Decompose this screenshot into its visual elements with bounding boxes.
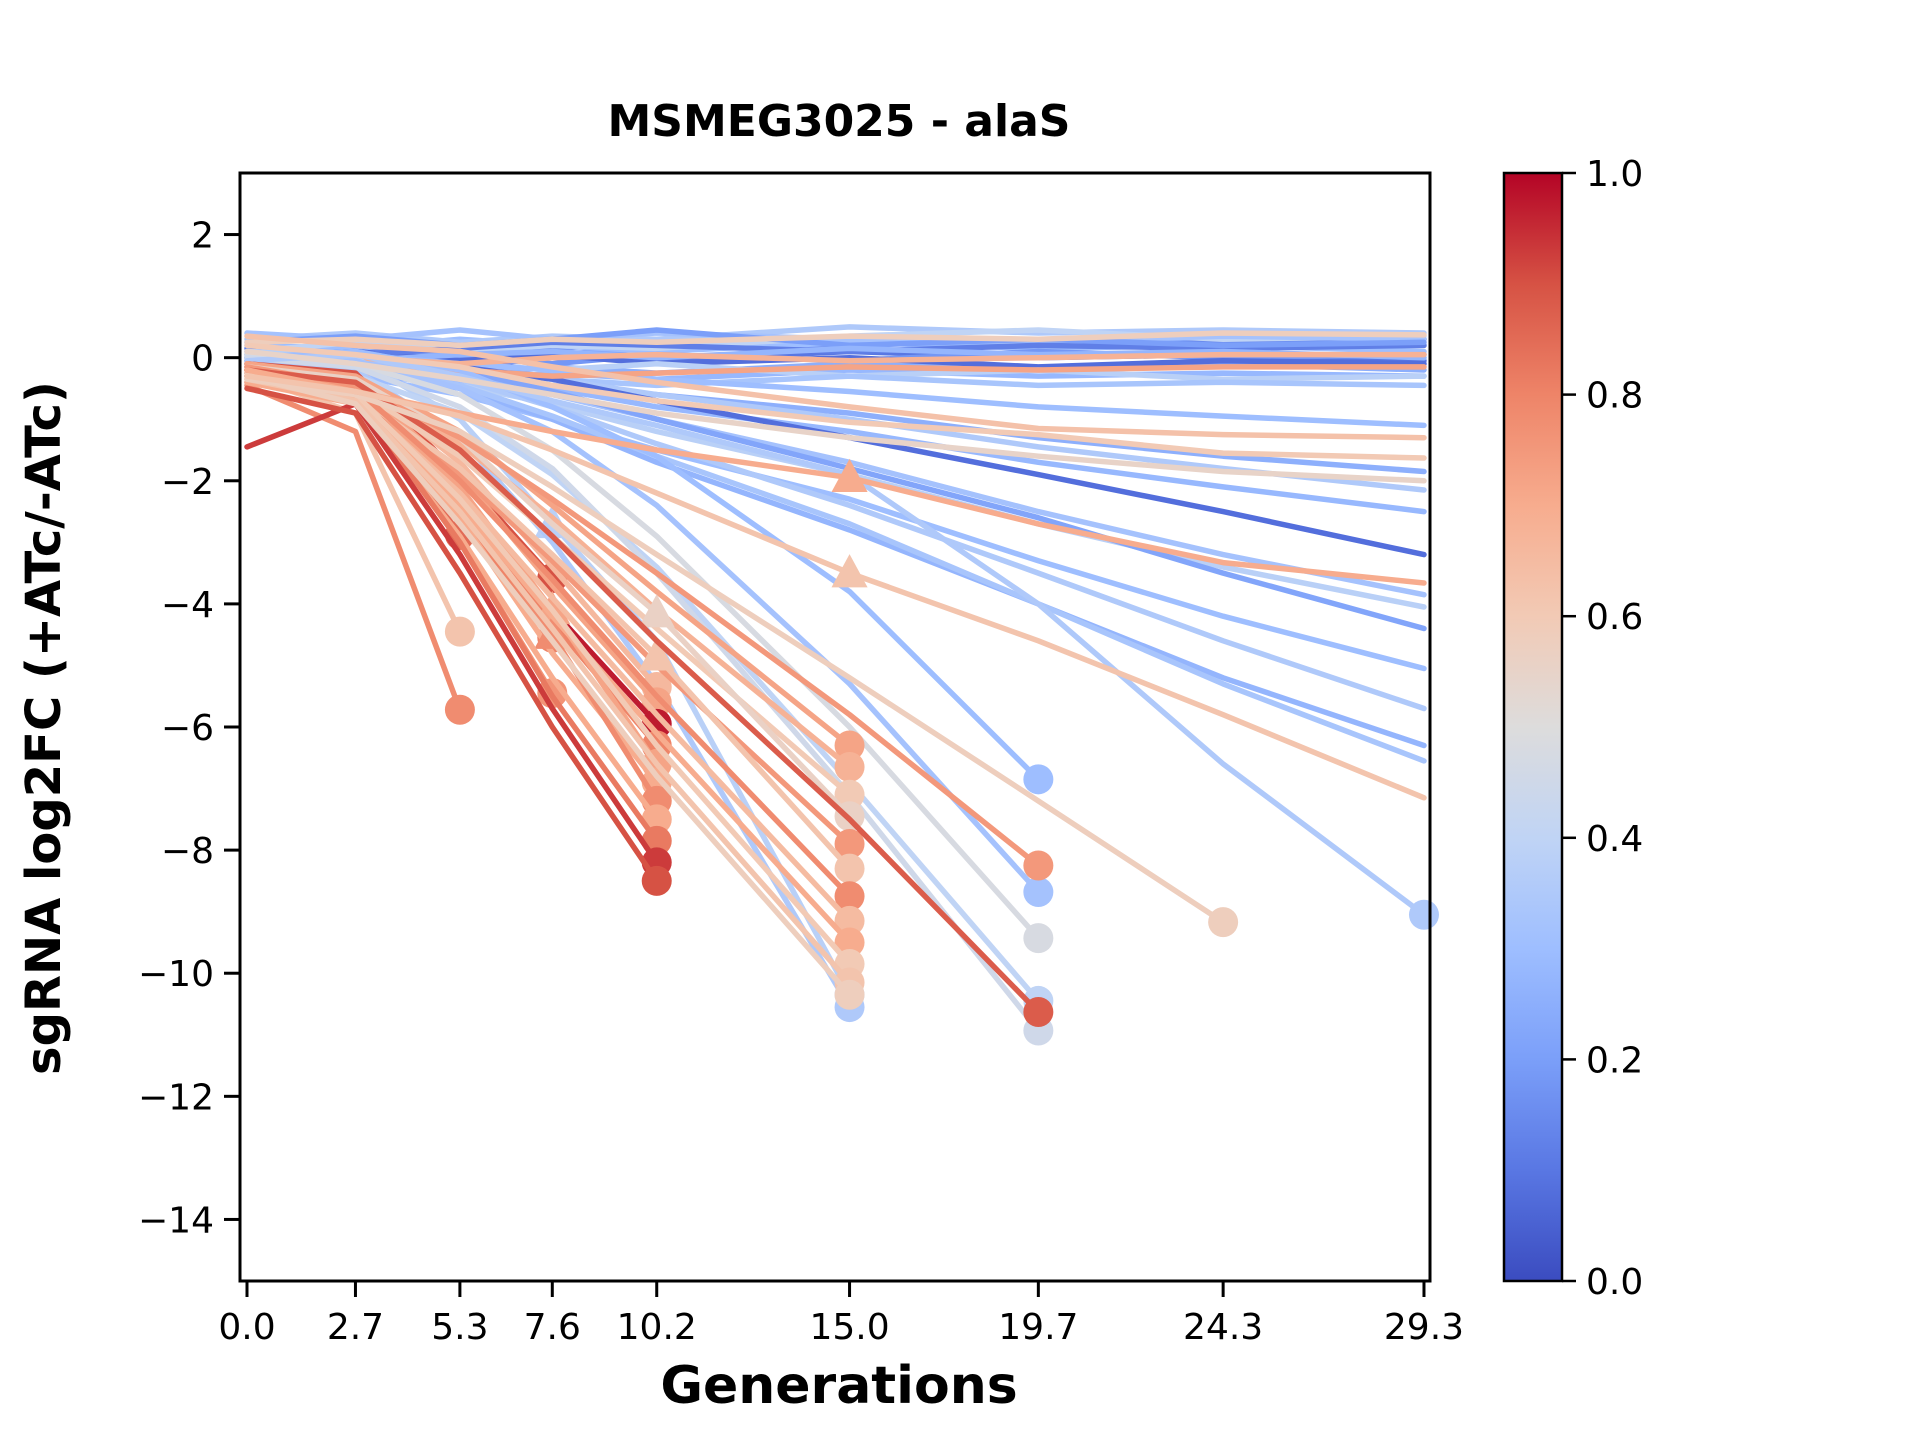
x-tick-label: 5.3 (431, 1307, 488, 1348)
colorbar-tick-label: 0.2 (1586, 1040, 1643, 1081)
dropout-circle-marker (1023, 876, 1054, 907)
y-tick-label: −8 (161, 831, 214, 872)
dropout-circle-marker (834, 730, 865, 761)
dropout-circle-marker (641, 865, 672, 896)
x-tick-label: 10.2 (617, 1307, 697, 1348)
y-tick-label: −2 (161, 462, 214, 503)
y-tick-label: 2 (191, 216, 214, 257)
triangle-marker (638, 594, 675, 628)
sgRNA-trajectory-line (244, 330, 1427, 349)
x-tick-label: 0.0 (218, 1307, 275, 1348)
colorbar-gradient (1504, 173, 1562, 1281)
dropout-circle-marker (834, 853, 865, 884)
dropout-circle-marker (1023, 850, 1054, 881)
dropout-circle-marker (1023, 764, 1054, 795)
sgRNA-trajectory-line (244, 373, 853, 998)
sgRNA-trajectory-line (244, 327, 1427, 346)
dropout-circle-marker (834, 881, 865, 912)
y-tick-label: −12 (138, 1077, 214, 1118)
dropout-circle-marker (834, 927, 865, 958)
y-axis-title: sgRNA log2FC (+ATc/-ATc) (16, 381, 72, 1075)
triangle-marker (831, 554, 868, 588)
sgRNA-trajectory-line (244, 364, 853, 820)
dropout-circle-marker (444, 694, 475, 725)
colorbar-outline (1502, 171, 1564, 1283)
series-group (244, 324, 1439, 1046)
sgRNA-trajectory-line (244, 348, 1042, 783)
dropout-circle-marker (444, 616, 475, 647)
sgRNA-trajectory-line (244, 367, 1042, 1015)
triangle-marker (638, 637, 675, 671)
colorbar-tick-label: 1.0 (1586, 154, 1643, 195)
dropout-circle-marker (834, 828, 865, 859)
dropout-circle-marker (1023, 923, 1054, 954)
y-tick-label: −4 (161, 585, 214, 626)
sgRNA-trajectory-line (244, 385, 660, 884)
dropout-circle-marker (1023, 997, 1054, 1028)
y-tick-label: −6 (161, 708, 214, 749)
dropout-circle-marker (834, 779, 865, 810)
dropout-circle-marker (1408, 899, 1439, 930)
x-axis-title: Generations (660, 1356, 1018, 1416)
sgRNA-trajectory-line (244, 339, 1427, 358)
sgRNA-trajectory-line (244, 376, 1226, 925)
sgRNA-trajectory-line (244, 333, 1427, 441)
sgRNA-trajectory-line (244, 342, 1427, 461)
sgRNA-trajectory-line (244, 401, 660, 866)
sgRNA-trajectory-line (244, 351, 1427, 918)
colorbar-tick-label: 0.0 (1586, 1262, 1643, 1303)
sgRNA-trajectory-line (244, 373, 1427, 801)
y-tick-label: −14 (138, 1200, 214, 1241)
dropout-circle-marker (834, 979, 865, 1010)
sgRNA-trajectory-line (244, 348, 1427, 484)
x-tick-label: 7.6 (524, 1307, 581, 1348)
y-tick-label: 0 (191, 339, 214, 380)
colorbar-tick-label: 0.8 (1586, 376, 1643, 417)
colorbar: 0.0 0.2 0.4 0.6 0.8 1.0 (1502, 154, 1643, 1303)
x-tick-label: 24.3 (1183, 1307, 1263, 1348)
dropout-circle-marker (1208, 907, 1239, 938)
axes-group: 0.0 2.7 5.3 7.6 10.2 15.0 19.7 24.3 29.3 2 0 −2 −4 −6… (138, 171, 1464, 1348)
x-tick-label: 29.3 (1384, 1307, 1464, 1348)
y-tick-label: −10 (138, 954, 214, 995)
x-tick-label: 19.7 (998, 1307, 1078, 1348)
colorbar-tick-label: 0.4 (1586, 819, 1643, 860)
x-tick-label: 15.0 (809, 1307, 889, 1348)
triangle-marker (831, 458, 868, 492)
x-tick-label: 2.7 (327, 1307, 384, 1348)
dropout-circle-marker (834, 905, 865, 936)
sgRNA-trajectory-line (244, 382, 463, 713)
colorbar-tick-label: 0.6 (1586, 597, 1643, 638)
chart-title: MSMEG3025 - alaS (607, 96, 1071, 147)
dropout-circle-marker (834, 752, 865, 783)
